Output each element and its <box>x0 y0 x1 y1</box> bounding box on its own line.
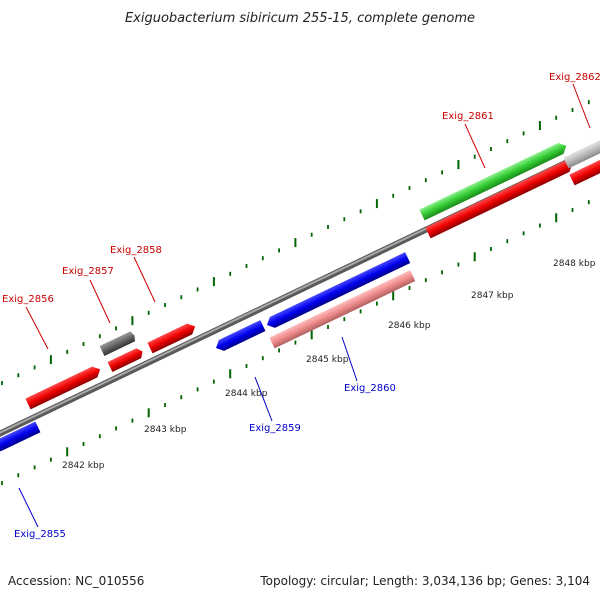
gene-label[interactable]: Exig_2861 <box>442 111 494 122</box>
kbp-label: 2847 kbp <box>471 291 514 301</box>
gene-feature[interactable] <box>563 135 600 169</box>
gene-feature[interactable] <box>147 321 197 354</box>
gene-feature[interactable] <box>269 270 416 349</box>
accession-text: Accession: NC_010556 <box>8 574 144 588</box>
gene-feature[interactable] <box>107 346 145 372</box>
kbp-label: 2848 kbp <box>553 259 596 269</box>
kbp-label: 2843 kbp <box>144 425 187 435</box>
kbp-label: 2842 kbp <box>62 461 105 471</box>
gene-label[interactable]: Exig_2860 <box>344 383 396 394</box>
gene-feature[interactable] <box>569 152 600 186</box>
gene-label[interactable]: Exig_2856 <box>2 294 54 305</box>
kbp-label: 2844 kbp <box>225 389 268 399</box>
gene-feature[interactable] <box>213 320 266 353</box>
gene-feature[interactable] <box>0 421 41 453</box>
gene-label[interactable]: Exig_2858 <box>110 245 162 256</box>
gene-feature[interactable] <box>425 158 574 239</box>
gene-label[interactable]: Exig_2859 <box>249 423 301 434</box>
gene-feature[interactable] <box>419 140 568 221</box>
gene-label[interactable]: Exig_2862 <box>549 72 600 83</box>
label-leaders <box>18 83 591 528</box>
gene-feature[interactable] <box>264 252 411 330</box>
genome-summary-text: Topology: circular; Length: 3,034,136 bp… <box>259 574 590 588</box>
gene-feature[interactable] <box>25 364 102 410</box>
genome-backbone <box>0 143 600 437</box>
gene-features <box>0 135 600 453</box>
tick-rows <box>1 100 590 486</box>
gene-labels: Exig_2855 Exig_2856 Exig_2857 Exig_2858 … <box>2 72 600 540</box>
gene-label[interactable]: Exig_2857 <box>62 266 114 277</box>
gene-label[interactable]: Exig_2855 <box>14 529 66 540</box>
kbp-label: 2846 kbp <box>388 321 431 331</box>
kbp-axis: 2842 kbp 2843 kbp 2844 kbp 2845 kbp 2846… <box>62 259 596 471</box>
map-title: Exiguobacterium sibiricum 255-15, comple… <box>125 11 475 26</box>
gene-feature[interactable] <box>99 330 137 356</box>
kbp-label: 2845 kbp <box>306 355 349 365</box>
